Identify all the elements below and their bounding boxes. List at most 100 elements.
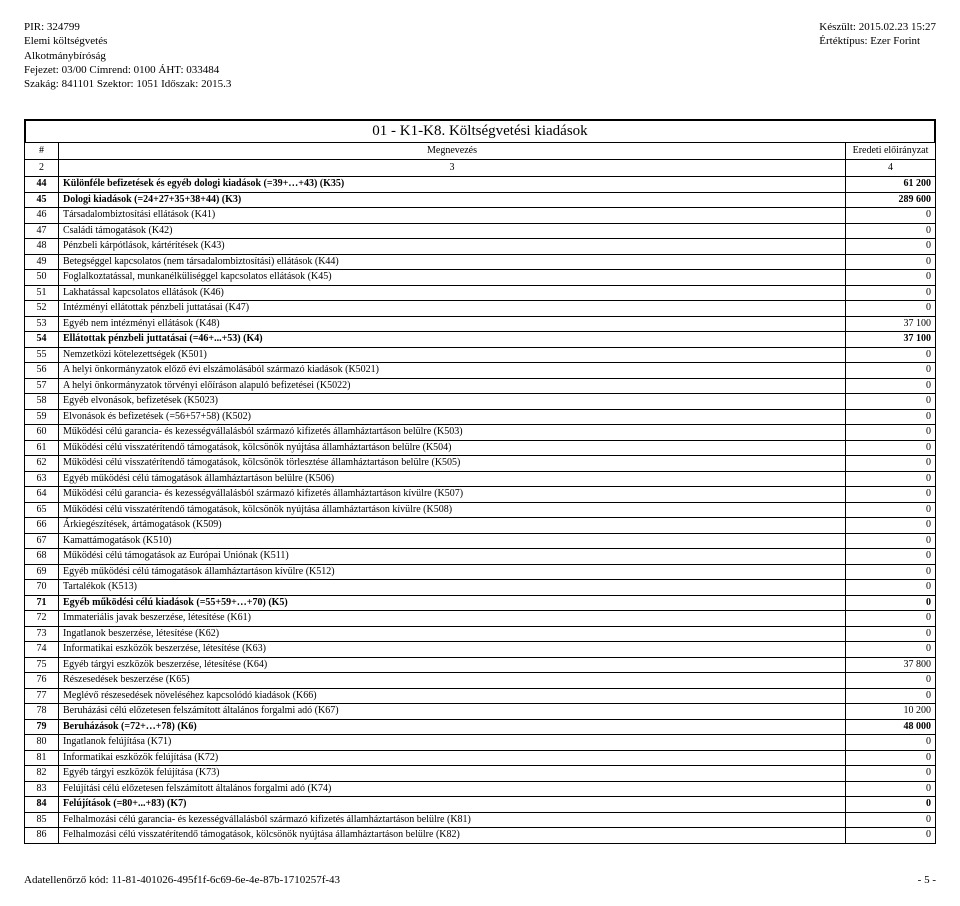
row-value: 0 [846, 270, 936, 286]
row-value: 0 [846, 223, 936, 239]
row-number: 53 [25, 316, 59, 332]
table-row: 74Informatikai eszközök beszerzése, léte… [25, 642, 936, 658]
row-value: 0 [846, 595, 936, 611]
row-value: 0 [846, 518, 936, 534]
table-row: 60Működési célú garancia- és kezességvál… [25, 425, 936, 441]
row-value: 0 [846, 409, 936, 425]
row-value: 0 [846, 673, 936, 689]
row-value: 0 [846, 502, 936, 518]
row-description: Részesedések beszerzése (K65) [59, 673, 846, 689]
row-value: 0 [846, 766, 936, 782]
table-row: 73Ingatlanok beszerzése, létesítése (K62… [25, 626, 936, 642]
table-row: 66Árkiegészítések, ártámogatások (K509)0 [25, 518, 936, 534]
row-description: Működési célú visszatérítendő támogatáso… [59, 502, 846, 518]
table-row: 80Ingatlanok felújítása (K71)0 [25, 735, 936, 751]
row-value: 0 [846, 642, 936, 658]
row-description: Ingatlanok beszerzése, létesítése (K62) [59, 626, 846, 642]
table-row: 67Kamattámogatások (K510)0 [25, 533, 936, 549]
row-number: 47 [25, 223, 59, 239]
row-description: Különféle befizetések és egyéb dologi ki… [59, 177, 846, 193]
table-row: 70Tartalékok (K513)0 [25, 580, 936, 596]
table-row: 53Egyéb nem intézményi ellátások (K48)37… [25, 316, 936, 332]
table-row: 72Immateriális javak beszerzése, létesít… [25, 611, 936, 627]
row-value: 48 000 [846, 719, 936, 735]
table-row: 76Részesedések beszerzése (K65)0 [25, 673, 936, 689]
row-number: 64 [25, 487, 59, 503]
row-number: 45 [25, 192, 59, 208]
table-row: 69Egyéb működési célú támogatások államh… [25, 564, 936, 580]
table-row: 47Családi támogatások (K42)0 [25, 223, 936, 239]
row-value: 0 [846, 347, 936, 363]
row-description: Működési célú garancia- és kezességválla… [59, 487, 846, 503]
row-description: Pénzbeli kárpótlások, kártérítések (K43) [59, 239, 846, 255]
row-value: 0 [846, 440, 936, 456]
row-value: 0 [846, 363, 936, 379]
table-row: 58Egyéb elvonások, befizetések (K5023)0 [25, 394, 936, 410]
table-row: 46Társadalombiztosítási ellátások (K41)0 [25, 208, 936, 224]
row-number: 59 [25, 409, 59, 425]
table-row: 83Felújítási célú előzetesen felszámítot… [25, 781, 936, 797]
table-row: 63Egyéb működési célú támogatások államh… [25, 471, 936, 487]
row-number: 74 [25, 642, 59, 658]
row-number: 79 [25, 719, 59, 735]
row-description: Felhalmozási célú visszatérítendő támoga… [59, 828, 846, 844]
row-number: 73 [25, 626, 59, 642]
header-line: Elemi költségvetés [24, 34, 231, 48]
row-value: 0 [846, 254, 936, 270]
row-value: 0 [846, 781, 936, 797]
table-wrap: 01 - K1-K8. Költségvetési kiadások # Meg… [24, 119, 936, 844]
row-number: 85 [25, 812, 59, 828]
row-value: 37 100 [846, 332, 936, 348]
row-description: Beruházások (=72+…+78) (K6) [59, 719, 846, 735]
row-value: 0 [846, 533, 936, 549]
row-description: Egyéb működési célú támogatások államház… [59, 471, 846, 487]
row-description: Működési célú támogatások az Európai Uni… [59, 549, 846, 565]
table-row: 64Működési célú garancia- és kezességvál… [25, 487, 936, 503]
row-description: Felhalmozási célú garancia- és kezességv… [59, 812, 846, 828]
row-value: 0 [846, 580, 936, 596]
row-description: Működési célú garancia- és kezességválla… [59, 425, 846, 441]
table-row: 54Ellátottak pénzbeli juttatásai (=46+..… [25, 332, 936, 348]
table-row: 61Működési célú visszatérítendő támogatá… [25, 440, 936, 456]
header-line: Értéktípus: Ezer Forint [819, 34, 936, 48]
row-number: 44 [25, 177, 59, 193]
row-value: 0 [846, 301, 936, 317]
row-description: Nemzetközi kötelezettségek (K501) [59, 347, 846, 363]
row-number: 60 [25, 425, 59, 441]
table-row: 48Pénzbeli kárpótlások, kártérítések (K4… [25, 239, 936, 255]
budget-table: # Megnevezés Eredeti előirányzat 2 3 4 4… [24, 142, 936, 844]
row-number: 80 [25, 735, 59, 751]
table-header-row: # Megnevezés Eredeti előirányzat [25, 143, 936, 160]
table-row: 52Intézményi ellátottak pénzbeli juttatá… [25, 301, 936, 317]
row-value: 0 [846, 750, 936, 766]
row-number: 65 [25, 502, 59, 518]
row-description: Ingatlanok felújítása (K71) [59, 735, 846, 751]
row-value: 0 [846, 626, 936, 642]
table-row: 85Felhalmozási célú garancia- és kezessé… [25, 812, 936, 828]
row-value: 0 [846, 564, 936, 580]
row-number: 83 [25, 781, 59, 797]
table-subheader-row: 2 3 4 [25, 160, 936, 177]
table-row: 71Egyéb működési célú kiadások (=55+59+…… [25, 595, 936, 611]
row-value: 0 [846, 456, 936, 472]
row-value: 0 [846, 285, 936, 301]
header-left: PIR: 324799 Elemi költségvetés Alkotmány… [24, 20, 231, 91]
table-row: 50Foglalkoztatással, munkanélküliséggel … [25, 270, 936, 286]
row-number: 72 [25, 611, 59, 627]
row-value: 0 [846, 239, 936, 255]
row-value: 0 [846, 828, 936, 844]
row-description: Informatikai eszközök beszerzése, létesí… [59, 642, 846, 658]
row-number: 71 [25, 595, 59, 611]
col-number-header: # [25, 143, 59, 160]
table-row: 59Elvonások és befizetések (=56+57+58) (… [25, 409, 936, 425]
row-description: Egyéb elvonások, befizetések (K5023) [59, 394, 846, 410]
row-number: 70 [25, 580, 59, 596]
row-number: 55 [25, 347, 59, 363]
row-value: 0 [846, 471, 936, 487]
row-number: 52 [25, 301, 59, 317]
row-description: Családi támogatások (K42) [59, 223, 846, 239]
row-number: 68 [25, 549, 59, 565]
row-number: 49 [25, 254, 59, 270]
row-description: Egyéb tárgyi eszközök felújítása (K73) [59, 766, 846, 782]
row-description: Foglalkoztatással, munkanélküliséggel ka… [59, 270, 846, 286]
